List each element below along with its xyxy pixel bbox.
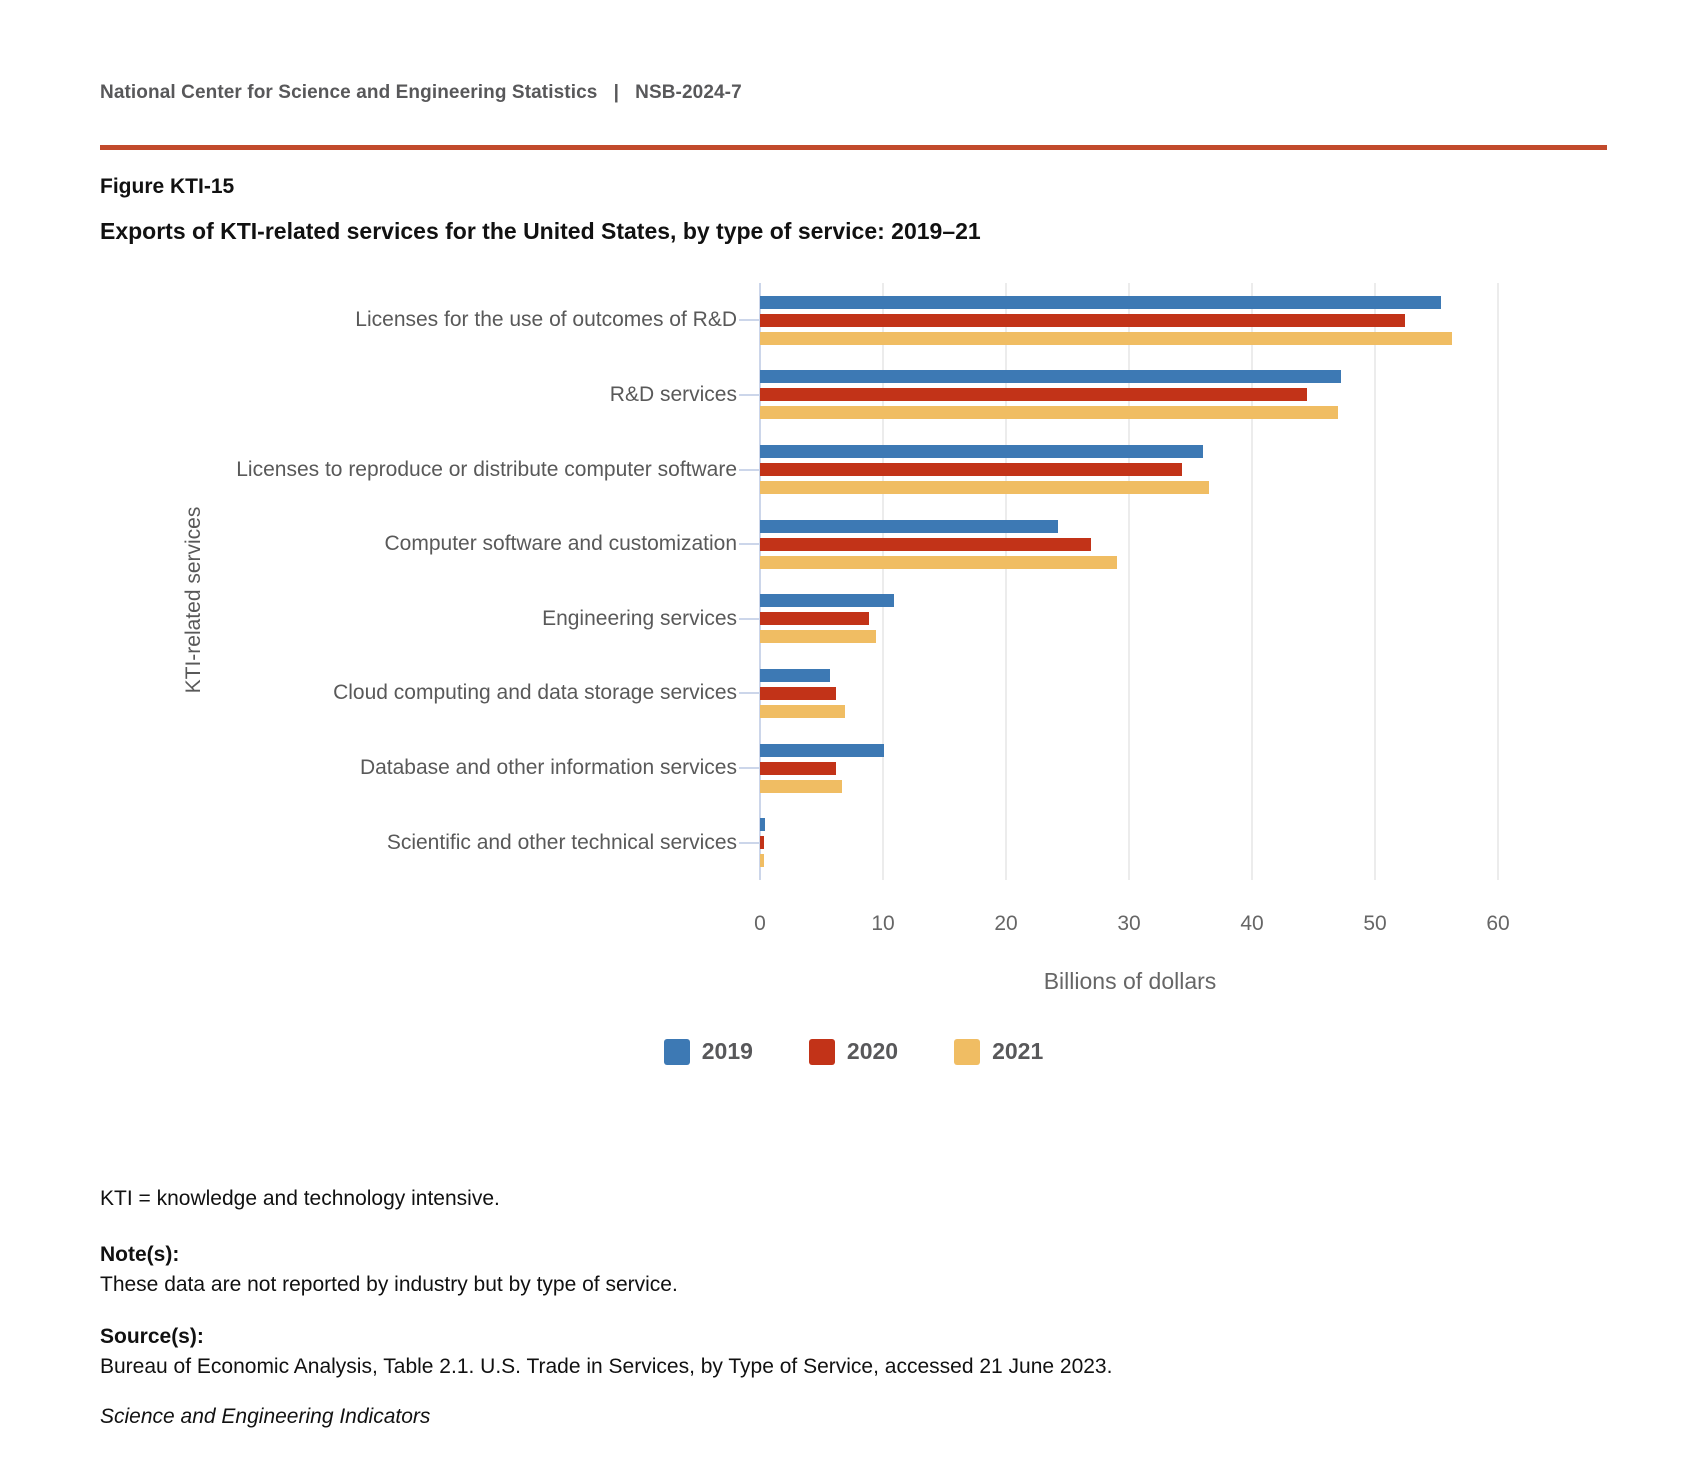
plot-area: [759, 283, 1500, 880]
notes-body: These data are not reported by industry …: [100, 1273, 678, 1296]
category-tick: [739, 319, 759, 322]
bar-2020: [760, 313, 1405, 327]
bar-2021: [760, 630, 876, 644]
bar-2019: [760, 519, 1058, 533]
category-label: Cloud computing and data storage service…: [333, 681, 737, 705]
legend-label-2019: 2019: [701, 1038, 753, 1064]
category-tick: [739, 767, 759, 770]
sources-body: Bureau of Economic Analysis, Table 2.1. …: [100, 1355, 1113, 1378]
bar-2021: [760, 854, 764, 868]
abbreviation-note: KTI = knowledge and technology intensive…: [100, 1187, 500, 1210]
legend-swatch-2020: [808, 1038, 835, 1065]
legend-item-2021: 2021: [954, 1038, 1043, 1065]
figure-label: Figure KTI-15: [100, 175, 235, 198]
gridline-10: [882, 283, 884, 880]
attribution: Science and Engineering Indicators: [100, 1405, 431, 1428]
report-id: NSB-2024-7: [635, 82, 742, 103]
bar-2019: [760, 818, 765, 832]
x-tick-label-20: 20: [994, 912, 1018, 935]
category-tick: [739, 692, 759, 695]
bar-2019: [760, 743, 885, 757]
figure-title: Exports of KTI-related services for the …: [100, 218, 981, 244]
x-tick-label-0: 0: [754, 912, 766, 935]
bar-2021: [760, 406, 1339, 420]
category-label: Computer software and customization: [384, 532, 738, 556]
bar-2020: [760, 463, 1182, 477]
category-label: Scientific and other technical services: [386, 830, 737, 854]
gridline-20: [1005, 283, 1007, 880]
bar-2021: [760, 555, 1117, 569]
bar-2020: [760, 612, 870, 626]
category-label: Licenses to reproduce or distribute comp…: [236, 457, 737, 481]
legend-label-2021: 2021: [992, 1038, 1044, 1064]
legend-item-2019: 2019: [663, 1038, 753, 1065]
gridline-30: [1128, 283, 1130, 880]
bar-2019: [760, 370, 1341, 384]
legend-swatch-2019: [663, 1038, 690, 1065]
bar-2021: [760, 481, 1209, 495]
category-label: Database and other information services: [359, 756, 737, 780]
header-pipe: |: [613, 82, 619, 103]
x-tick-label-60: 60: [1486, 912, 1510, 935]
bar-2021: [760, 704, 845, 718]
category-label: Licenses for the use of outcomes of R&D: [355, 308, 737, 332]
x-tick-label-40: 40: [1240, 912, 1264, 935]
gridline-60: [1497, 283, 1499, 880]
sources-heading: Source(s):: [100, 1325, 204, 1348]
bar-2019: [760, 594, 895, 608]
category-tick: [739, 468, 759, 471]
bar-2019: [760, 295, 1442, 309]
report-header: National Center for Science and Engineer…: [100, 82, 742, 104]
bar-2020: [760, 836, 764, 850]
bar-2020: [760, 537, 1091, 551]
org-name: National Center for Science and Engineer…: [100, 82, 598, 103]
bar-2021: [760, 331, 1453, 345]
gridline-40: [1251, 283, 1253, 880]
legend-item-2020: 2020: [808, 1038, 899, 1065]
legend-swatch-2021: [954, 1038, 981, 1065]
gridline-50: [1374, 283, 1376, 880]
notes-heading: Note(s):: [100, 1243, 180, 1266]
category-tick: [739, 393, 759, 396]
category-tick: [739, 617, 759, 620]
bar-2020: [760, 388, 1308, 402]
category-tick: [739, 543, 759, 546]
legend-label-2020: 2020: [846, 1038, 899, 1064]
bar-2019: [760, 668, 831, 682]
category-tick: [739, 841, 759, 844]
x-tick-label-30: 30: [1117, 912, 1141, 935]
header-rule: [100, 145, 1607, 150]
x-tick-label-50: 50: [1363, 912, 1387, 935]
axis-line: [759, 283, 761, 880]
bar-2020: [760, 761, 837, 775]
x-tick-label-10: 10: [871, 912, 895, 935]
bar-2019: [760, 445, 1203, 459]
category-label: Engineering services: [542, 606, 737, 630]
bar-2020: [760, 686, 837, 700]
chart-legend: 2019 2020 2021: [100, 1038, 1607, 1065]
bar-2021: [760, 779, 843, 793]
x-axis-title: Billions of dollars: [1043, 968, 1217, 994]
category-label: R&D services: [609, 382, 737, 406]
